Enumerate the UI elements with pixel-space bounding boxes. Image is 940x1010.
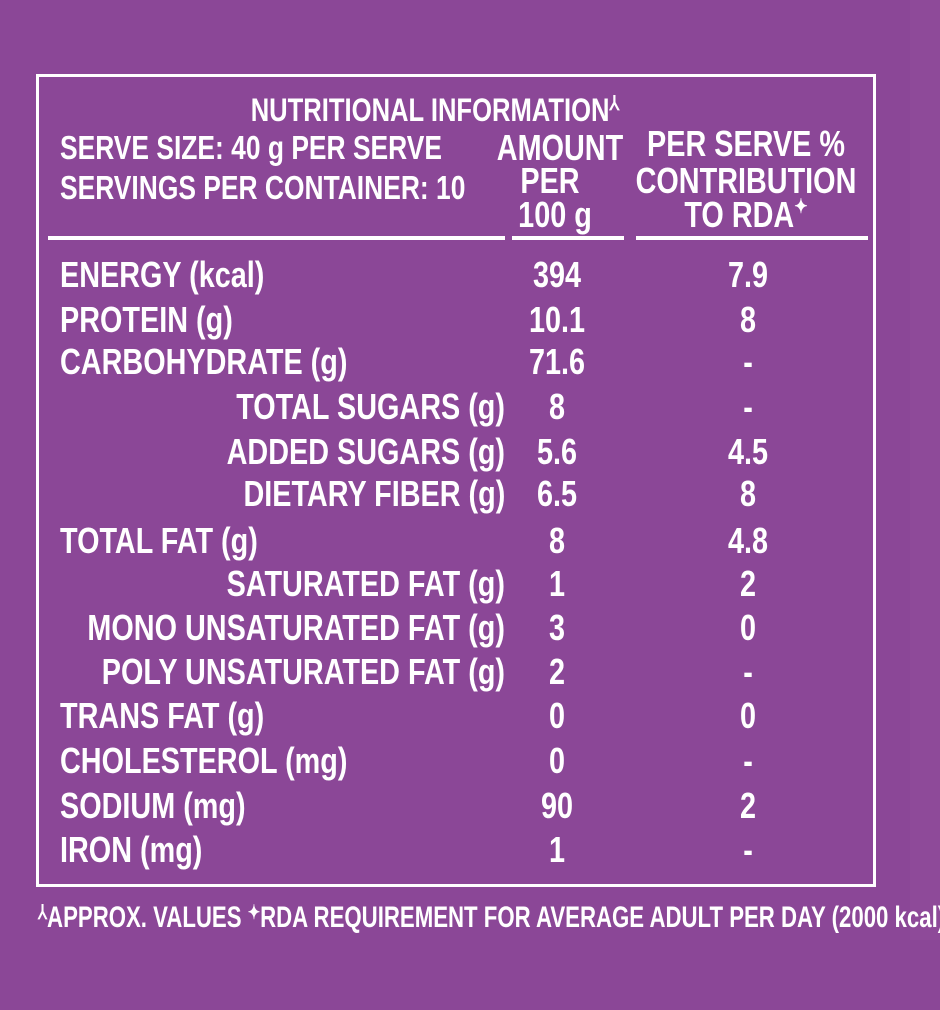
divider-label bbox=[48, 236, 505, 240]
rda-percent: 4.5 bbox=[727, 431, 769, 472]
rda-header-text: TO RDA bbox=[684, 194, 795, 235]
amount-header-line3: 100 g bbox=[518, 194, 592, 235]
amount-header-line1: AMOUNT bbox=[496, 127, 624, 168]
nutrient-label: ENERGY (kcal) bbox=[60, 254, 265, 295]
rda-percent: 0 bbox=[739, 607, 757, 648]
table-title: NUTRITIONAL INFORMATION⅄ bbox=[235, 94, 635, 126]
rda-header-line3: TO RDA✦ bbox=[626, 197, 866, 233]
amount-per-100g: 8 bbox=[548, 520, 566, 561]
nutrient-label: DIETARY FIBER (g) bbox=[243, 473, 505, 514]
approx-note: APPROX. VALUES bbox=[47, 901, 242, 934]
nutrient-label: TOTAL SUGARS (g) bbox=[236, 386, 505, 427]
background-edge bbox=[910, 0, 940, 940]
amount-per-100g: 8 bbox=[548, 386, 566, 427]
rda-percent: 2 bbox=[739, 563, 757, 604]
nutrient-label: SATURATED FAT (g) bbox=[226, 563, 505, 604]
amount-per-100g: 3 bbox=[548, 607, 566, 648]
serve-size: SERVE SIZE: 40 g PER SERVE bbox=[60, 129, 442, 166]
rda-header-line1: PER SERVE % bbox=[647, 123, 845, 164]
rda-percent: - bbox=[743, 829, 753, 870]
nutrient-label: CARBOHYDRATE (g) bbox=[60, 341, 348, 382]
rda-mark-icon: ✦ bbox=[247, 902, 261, 924]
amount-header-line2: PER bbox=[520, 160, 580, 201]
title-text: NUTRITIONAL INFORMATION bbox=[250, 92, 610, 128]
approx-mark-icon: ⅄ bbox=[38, 902, 48, 924]
nutrient-label: CHOLESTEROL (mg) bbox=[60, 740, 348, 781]
nutrient-label: PROTEIN (g) bbox=[60, 299, 233, 340]
amount-per-100g: 10.1 bbox=[528, 299, 586, 340]
rda-percent: - bbox=[743, 341, 753, 382]
nutrient-label: MONO UNSATURATED FAT (g) bbox=[87, 607, 505, 648]
amount-per-100g: 6.5 bbox=[536, 473, 578, 514]
rda-percent: - bbox=[743, 651, 753, 692]
nutrient-label: TOTAL FAT (g) bbox=[60, 520, 258, 561]
rda-header-line2: CONTRIBUTION bbox=[635, 160, 857, 201]
rda-percent: - bbox=[743, 386, 753, 427]
rda-percent: 4.8 bbox=[727, 520, 769, 561]
amount-per-100g: 90 bbox=[540, 785, 574, 826]
rda-percent: 0 bbox=[739, 695, 757, 736]
divider-amount bbox=[512, 236, 624, 240]
amount-per-100g: 394 bbox=[532, 254, 582, 295]
amount-per-100g: 1 bbox=[548, 829, 566, 870]
footer-note: ⅄APPROX. VALUES ✦RDA REQUIREMENT FOR AVE… bbox=[38, 903, 940, 933]
rda-percent: - bbox=[743, 740, 753, 781]
approx-mark-icon: ⅄ bbox=[609, 93, 620, 115]
amount-per-100g: 5.6 bbox=[536, 431, 578, 472]
rda-percent: 8 bbox=[739, 473, 757, 514]
amount-per-100g: 0 bbox=[548, 695, 566, 736]
servings-per-container: SERVINGS PER CONTAINER: 10 bbox=[60, 169, 466, 206]
rda-percent: 7.9 bbox=[727, 254, 769, 295]
rda-mark-icon: ✦ bbox=[794, 196, 808, 218]
nutrient-label: TRANS FAT (g) bbox=[60, 695, 265, 736]
nutrient-label: POLY UNSATURATED FAT (g) bbox=[101, 651, 505, 692]
divider-rda bbox=[636, 236, 868, 240]
amount-per-100g: 0 bbox=[548, 740, 566, 781]
nutrient-label: ADDED SUGARS (g) bbox=[226, 431, 505, 472]
nutrition-table-border bbox=[36, 74, 876, 887]
amount-per-100g: 1 bbox=[548, 563, 566, 604]
nutrient-label: SODIUM (mg) bbox=[60, 785, 246, 826]
amount-per-100g: 71.6 bbox=[528, 341, 586, 382]
amount-per-100g: 2 bbox=[548, 651, 566, 692]
rda-percent: 2 bbox=[739, 785, 757, 826]
rda-note: RDA REQUIREMENT FOR AVERAGE ADULT PER DA… bbox=[260, 901, 940, 934]
rda-percent: 8 bbox=[739, 299, 757, 340]
nutrient-label: IRON (mg) bbox=[60, 829, 203, 870]
